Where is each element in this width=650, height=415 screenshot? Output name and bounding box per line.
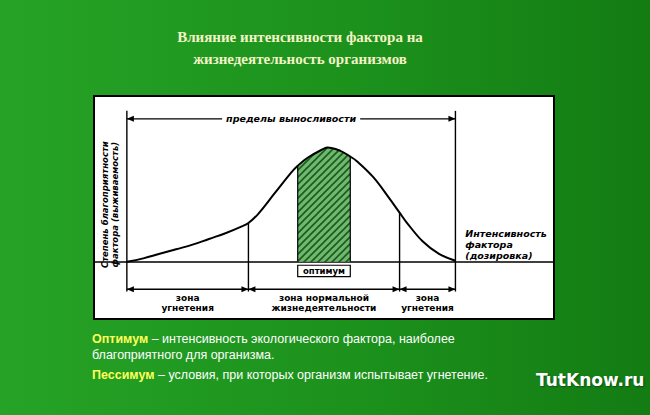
svg-text:фактора: фактора — [465, 239, 513, 250]
html-text:TutKnow.ru: TutKnow.ru — [536, 370, 645, 390]
svg-text:жизнедеятельности: жизнедеятельности — [272, 303, 377, 313]
svg-text:(дозировка): (дозировка) — [465, 250, 532, 261]
svg-text:зона: зона — [416, 293, 440, 303]
svg-text:зона нормальной: зона нормальной — [279, 293, 369, 303]
svg-text:оптимум: оптимум — [303, 266, 345, 276]
html-text:Оптимум – интенсивность эколог: Оптимум – интенсивность экологического ф… — [92, 332, 455, 362]
html-text:Влияние интенсивности фактора: Влияние интенсивности фактора на жизнеде… — [177, 29, 423, 67]
svg-text:угнетения: угнетения — [401, 303, 454, 313]
svg-text:зона: зона — [176, 293, 200, 303]
svg-text:угнетения: угнетения — [161, 303, 214, 313]
svg-text:Интенсивность: Интенсивность — [465, 228, 547, 239]
html-text:Пессимум – условия, при которы: Пессимум – условия, при которых организм… — [92, 368, 488, 382]
svg-text:фактора (выживаемость): фактора (выживаемость) — [110, 142, 120, 268]
svg-text:пределы выносливости: пределы выносливости — [226, 113, 356, 124]
svg-text:Степень благоприятности: Степень благоприятности — [100, 141, 110, 268]
